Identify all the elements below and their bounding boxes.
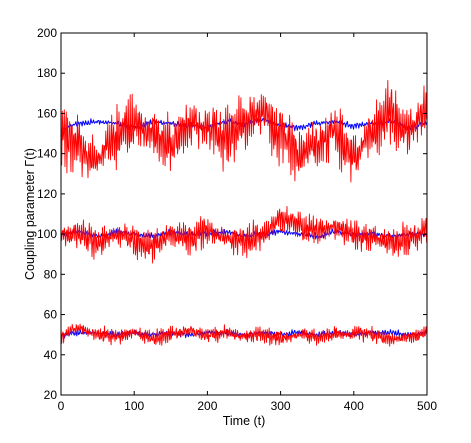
x-tick-label: 200 [197,399,217,413]
series-line-red-1 [60,79,428,183]
axes-frame [60,32,428,396]
y-tick-label: 80 [44,267,58,281]
y-axis-label: Coupling parameter Γ(t) [23,148,37,280]
x-axis-label: Time (t) [223,414,266,428]
y-tick-label: 100 [37,227,57,241]
series-line-red-3 [60,206,428,264]
x-tick-label: 300 [271,399,291,413]
x-tick-label: 0 [58,399,65,413]
axis-ticks: 0 100 200 300 400 500 20 40 60 80 100 120 140 160 180 2… [37,26,437,413]
plot-area [60,79,428,347]
y-tick-label: 60 [44,308,58,322]
series-line-red-5 [60,323,428,347]
y-tick-label: 40 [44,348,58,362]
x-tick-label: 100 [124,399,144,413]
y-tick-label: 160 [37,106,57,120]
x-tick-label: 500 [417,399,437,413]
y-tick-label: 120 [37,187,57,201]
y-tick-label: 20 [44,388,58,402]
y-tick-label: 200 [37,26,57,40]
y-tick-label: 180 [37,66,57,80]
x-tick-label: 400 [344,399,364,413]
y-tick-label: 140 [37,147,57,161]
